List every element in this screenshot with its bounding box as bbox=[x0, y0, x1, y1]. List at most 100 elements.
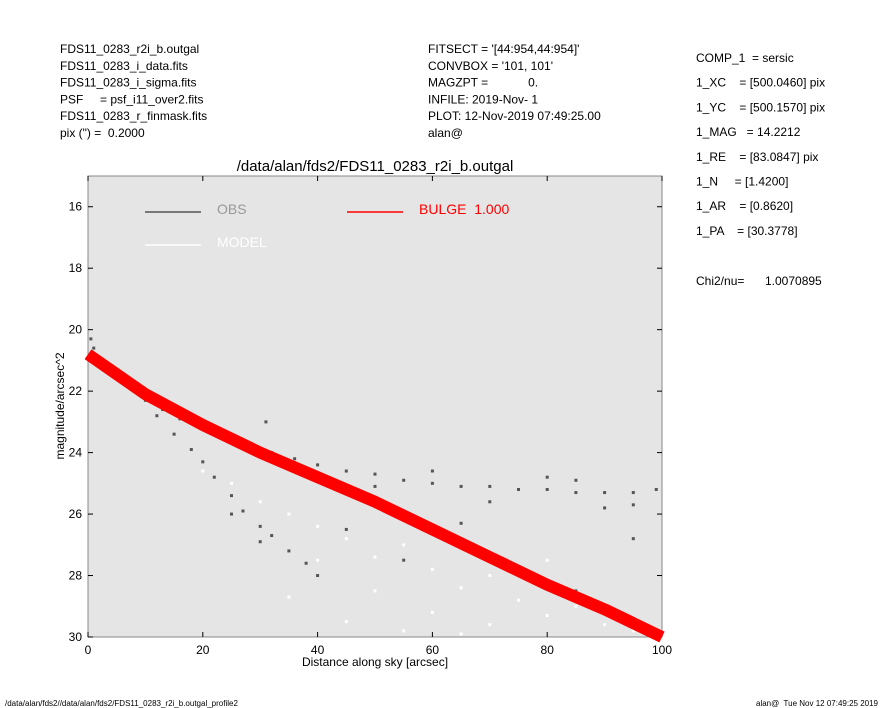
header-line: FDS11_0283_i_sigma.fits bbox=[60, 76, 197, 90]
header-line: 1_RE = [83.0847] pix bbox=[696, 150, 818, 164]
data-point bbox=[459, 521, 463, 525]
header-line: PSF = psf_i11_over2.fits bbox=[60, 92, 204, 106]
x-tick-label: 80 bbox=[541, 643, 555, 657]
data-point bbox=[574, 478, 578, 482]
x-tick-label: 0 bbox=[85, 643, 92, 657]
data-point bbox=[316, 463, 320, 467]
data-point bbox=[631, 503, 635, 507]
data-point bbox=[316, 558, 320, 562]
data-point bbox=[488, 574, 492, 578]
data-point bbox=[92, 346, 96, 350]
data-point bbox=[230, 494, 233, 498]
legend-label: BULGE 1.000 bbox=[419, 201, 509, 217]
data-point bbox=[631, 629, 635, 633]
chi2-label: Chi2/nu= bbox=[696, 274, 744, 288]
header-line: INFILE: 2019-Nov- 1 bbox=[428, 92, 538, 106]
data-point bbox=[545, 558, 549, 562]
data-point bbox=[172, 432, 176, 436]
header-line: PLOT: 12-Nov-2019 07:49:25.00 bbox=[428, 109, 601, 123]
data-point bbox=[344, 537, 348, 541]
y-tick-label: 24 bbox=[69, 446, 83, 460]
header-line: CONVBOX = '101, 101' bbox=[428, 59, 553, 73]
data-point bbox=[258, 524, 262, 528]
y-tick-label: 16 bbox=[69, 200, 83, 214]
data-point bbox=[402, 543, 406, 547]
header-line: FITSECT = '[44:954,44:954]' bbox=[428, 42, 579, 56]
y-tick-label: 18 bbox=[69, 261, 83, 275]
data-point bbox=[270, 534, 274, 538]
data-point bbox=[430, 469, 434, 473]
data-point bbox=[517, 598, 520, 602]
data-point bbox=[574, 604, 578, 608]
data-point bbox=[344, 527, 348, 531]
data-point bbox=[488, 484, 492, 488]
x-tick-label: 40 bbox=[311, 643, 325, 657]
model-band bbox=[84, 349, 665, 643]
footer-left: /data/alan/fds2//data/alan/fds2/FDS11_02… bbox=[5, 699, 238, 708]
data-point bbox=[402, 558, 406, 562]
header-line: COMP_1 = sersic bbox=[696, 51, 794, 65]
header-line: FDS11_0283_i_data.fits bbox=[60, 59, 188, 73]
data-point bbox=[316, 574, 320, 578]
data-point bbox=[230, 512, 233, 516]
footer-right: alan@ Tue Nov 12 07:49:25 2019 bbox=[756, 699, 879, 708]
data-point bbox=[258, 500, 262, 504]
header-line: FDS11_0283_r2i_b.outgal bbox=[60, 42, 199, 56]
x-tick-label: 60 bbox=[426, 643, 440, 657]
data-point bbox=[344, 620, 348, 624]
data-point bbox=[430, 481, 434, 485]
chart-title: /data/alan/fds2/FDS11_0283_r2i_b.outgal bbox=[237, 158, 514, 175]
data-point bbox=[212, 475, 216, 479]
y-tick-label: 28 bbox=[69, 569, 83, 583]
data-point bbox=[316, 524, 320, 528]
x-tick-label: 20 bbox=[196, 643, 210, 657]
header-line: 1_YC = [500.1570] pix bbox=[696, 100, 825, 114]
header-line: 1_AR = [0.8620] bbox=[696, 199, 793, 213]
data-point bbox=[373, 589, 377, 593]
data-point bbox=[287, 549, 291, 553]
data-point bbox=[459, 484, 463, 488]
data-point bbox=[402, 478, 406, 482]
data-point bbox=[488, 500, 492, 504]
data-point bbox=[517, 487, 520, 491]
plot-area bbox=[87, 175, 663, 638]
header-line: pix (") = 0.2000 bbox=[60, 126, 145, 140]
data-point bbox=[631, 537, 635, 541]
data-point bbox=[654, 487, 658, 491]
header-line: 1_N = [1.4200] bbox=[696, 175, 788, 189]
legend-label: MODEL bbox=[217, 234, 267, 250]
data-point bbox=[430, 567, 434, 571]
data-point bbox=[89, 337, 93, 341]
data-point bbox=[603, 506, 607, 510]
data-point bbox=[287, 595, 291, 599]
data-point bbox=[304, 561, 308, 565]
data-point bbox=[201, 460, 205, 464]
header-line: 1_XC = [500.0460] pix bbox=[696, 76, 825, 90]
header-line: 1_MAG = 14.2212 bbox=[696, 125, 801, 139]
data-point bbox=[631, 491, 635, 495]
data-point bbox=[344, 469, 348, 473]
data-point bbox=[201, 469, 205, 473]
data-point bbox=[545, 613, 549, 617]
chi2-value: 1.0070895 bbox=[765, 274, 822, 288]
data-point bbox=[189, 448, 193, 452]
data-point bbox=[155, 414, 159, 418]
data-point bbox=[430, 610, 434, 614]
data-point bbox=[373, 555, 377, 559]
y-axis-label: magnitude/arcsec^2 bbox=[53, 352, 67, 459]
data-point bbox=[264, 420, 268, 424]
data-point bbox=[373, 472, 377, 476]
data-point bbox=[574, 491, 578, 495]
header-line: 1_PA = [30.3778] bbox=[696, 224, 798, 238]
data-point bbox=[258, 540, 262, 544]
x-axis-label: Distance along sky [arcsec] bbox=[302, 655, 448, 669]
data-point bbox=[241, 509, 245, 513]
data-point bbox=[293, 457, 297, 461]
data-point bbox=[488, 623, 492, 627]
y-tick-label: 22 bbox=[69, 384, 83, 398]
data-point bbox=[459, 586, 463, 590]
x-tick-label: 100 bbox=[652, 643, 672, 657]
y-tick-label: 30 bbox=[69, 630, 83, 644]
data-point bbox=[603, 623, 607, 627]
